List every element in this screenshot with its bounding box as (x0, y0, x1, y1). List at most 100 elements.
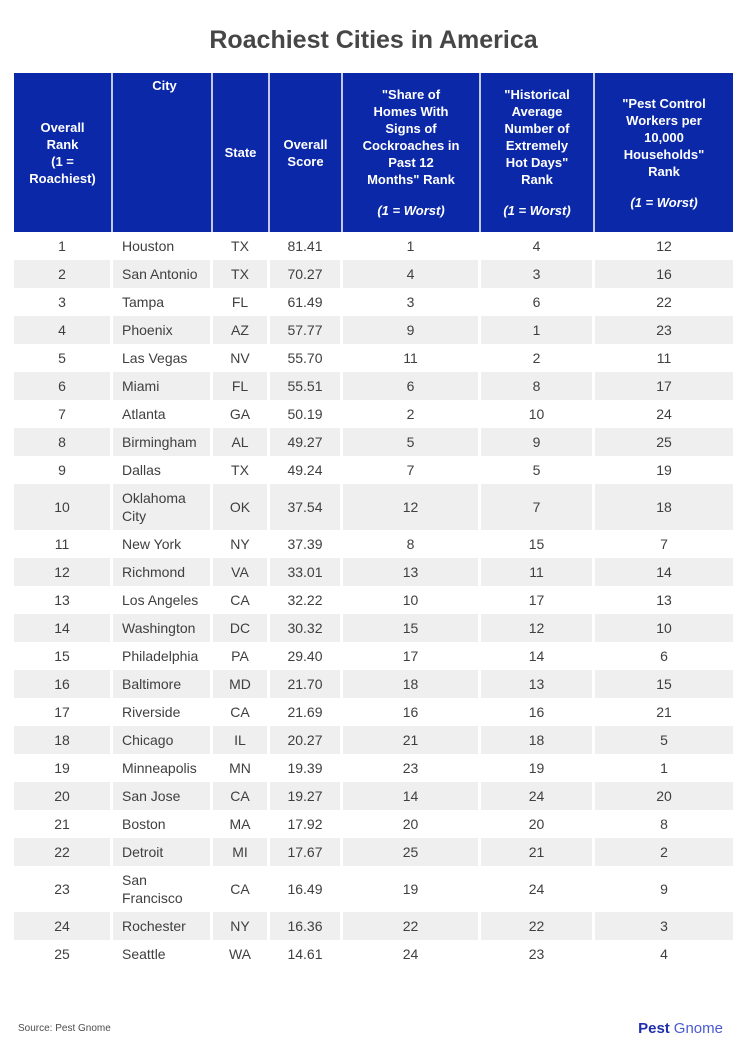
cell-pest-rank: 20 (656, 788, 672, 804)
cell-city: Birmingham (113, 428, 213, 456)
table-row: 22 Detroit MI 17.67 25 21 2 (14, 838, 733, 866)
cell-score: 17.92 (270, 810, 343, 838)
header-cell-pest-rank: "Pest Control Workers per 10,000 Househo… (595, 73, 733, 232)
cell-score: 57.77 (270, 316, 343, 344)
cell-share-rank: 24 (343, 940, 481, 968)
cell-city: Chicago (113, 726, 213, 754)
cell-rank: 8 (14, 428, 113, 456)
cell-state: WA (213, 940, 270, 968)
cell-city: Dallas (113, 456, 213, 484)
table-row: 15 Philadelphia PA 29.40 17 14 6 (14, 642, 733, 670)
cell-share-rank: 11 (343, 344, 481, 372)
cell-rank: 22 (14, 838, 113, 866)
cell-state: VA (213, 558, 270, 586)
cell-hot-rank: 5 (481, 456, 595, 484)
cell-rank: 15 (14, 642, 113, 670)
cell-pest-rank: 6 (660, 648, 668, 664)
cell-score: 37.39 (270, 530, 343, 558)
cell-hot-rank: 3 (481, 260, 595, 288)
header-label: State (224, 145, 257, 160)
cell-share-rank: 13 (343, 558, 481, 586)
table-row: 9 Dallas TX 49.24 7 5 19 (14, 456, 733, 484)
cell-state: FL (213, 372, 270, 400)
table-row: 18 Chicago IL 20.27 21 18 5 (14, 726, 733, 754)
cell-rank: 3 (14, 288, 113, 316)
cell-share-rank: 9 (343, 316, 481, 344)
cell-pest-rank: 15 (656, 676, 672, 692)
header-cell-hot-rank: "Historical Average Number of Extremely … (481, 73, 595, 232)
cell-hot-rank: 18 (481, 726, 595, 754)
cell-hot-rank: 21 (481, 838, 595, 866)
cell-rank: 23 (14, 866, 113, 912)
brand-logo: Pest Gnome (638, 1020, 723, 1037)
cell-score: 29.40 (270, 642, 343, 670)
table-row: 17 Riverside CA 21.69 16 16 21 (14, 698, 733, 726)
header-cell-state: State (213, 73, 270, 232)
header-label: Overall Score (283, 136, 328, 169)
table-row: 13 Los Angeles CA 32.22 10 17 13 (14, 586, 733, 614)
brand-regular-text: Gnome (673, 1020, 723, 1037)
header-sublabel: (1 = Worst) (503, 203, 571, 218)
cell-share-rank: 25 (343, 838, 481, 866)
cell-state: AL (213, 428, 270, 456)
cell-city: San Jose (113, 782, 213, 810)
table-row: 24 Rochester NY 16.36 22 22 3 (14, 912, 733, 940)
cell-city: Philadelphia (113, 642, 213, 670)
cell-city: Washington (113, 614, 213, 642)
cell-hot-rank: 7 (481, 484, 595, 530)
cell-pest-rank: 1 (660, 760, 668, 776)
cell-rank: 17 (14, 698, 113, 726)
cell-state: TX (213, 456, 270, 484)
cell-hot-rank: 1 (481, 316, 595, 344)
cell-score: 21.69 (270, 698, 343, 726)
cell-state: NV (213, 344, 270, 372)
cell-rank: 19 (14, 754, 113, 782)
cell-pest-rank: 17 (656, 378, 672, 394)
cell-share-rank: 14 (343, 782, 481, 810)
table-row: 14 Washington DC 30.32 15 12 10 (14, 614, 733, 642)
cell-pest-rank: 25 (656, 434, 672, 450)
cell-city: Riverside (113, 698, 213, 726)
header-cell-rank: Overall Rank (1 = Roachiest) (14, 73, 113, 232)
cell-hot-rank: 20 (481, 810, 595, 838)
cell-pest-rank: 8 (660, 816, 668, 832)
cell-state: MA (213, 810, 270, 838)
cell-hot-rank: 8 (481, 372, 595, 400)
cell-share-rank: 4 (343, 260, 481, 288)
cell-state: CA (213, 866, 270, 912)
cell-score: 49.24 (270, 456, 343, 484)
cell-city: Detroit (113, 838, 213, 866)
cell-rank: 1 (14, 232, 113, 260)
cell-rank: 6 (14, 372, 113, 400)
cell-share-rank: 22 (343, 912, 481, 940)
cell-share-rank: 17 (343, 642, 481, 670)
cell-share-rank: 23 (343, 754, 481, 782)
cell-state: TX (213, 260, 270, 288)
table-row: 10 Oklahoma City OK 37.54 12 7 18 (14, 484, 733, 530)
table-row: 25 Seattle WA 14.61 24 23 4 (14, 940, 733, 968)
table-row: 7 Atlanta GA 50.19 2 10 24 (14, 400, 733, 428)
cell-rank: 11 (14, 530, 113, 558)
cell-hot-rank: 13 (481, 670, 595, 698)
cell-score: 21.70 (270, 670, 343, 698)
cell-pest-rank: 22 (656, 294, 672, 310)
cell-rank: 18 (14, 726, 113, 754)
cell-city: Minneapolis (113, 754, 213, 782)
cell-city: Las Vegas (113, 344, 213, 372)
cell-hot-rank: 24 (481, 782, 595, 810)
roachiest-cities-table: Overall Rank (1 = Roachiest) City State Ove… (14, 73, 733, 968)
cell-score: 16.49 (270, 866, 343, 912)
cell-hot-rank: 23 (481, 940, 595, 968)
cell-score: 81.41 (270, 232, 343, 260)
cell-pest-rank: 16 (656, 266, 672, 282)
cell-hot-rank: 16 (481, 698, 595, 726)
cell-hot-rank: 12 (481, 614, 595, 642)
table-row: 4 Phoenix AZ 57.77 9 1 23 (14, 316, 733, 344)
cell-pest-rank: 4 (660, 946, 668, 962)
table-row: 21 Boston MA 17.92 20 20 8 (14, 810, 733, 838)
cell-share-rank: 8 (343, 530, 481, 558)
cell-pest-rank: 12 (656, 238, 672, 254)
table-row: 16 Baltimore MD 21.70 18 13 15 (14, 670, 733, 698)
cell-pest-rank: 11 (656, 350, 672, 366)
cell-share-rank: 21 (343, 726, 481, 754)
